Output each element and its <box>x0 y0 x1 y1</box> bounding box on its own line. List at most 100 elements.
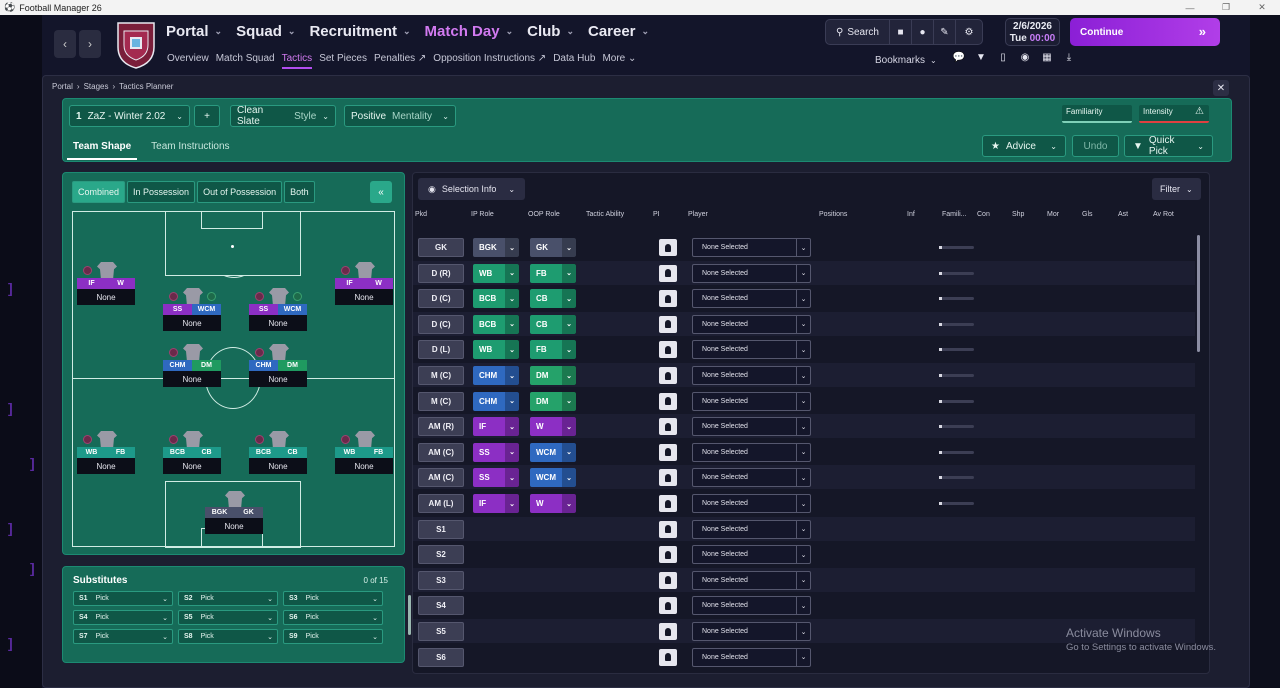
subnav-item[interactable]: Match Squad <box>215 53 275 64</box>
scout-button[interactable]: ● <box>912 20 934 44</box>
oop-role-dropdown[interactable]: FB ⌄ <box>530 263 576 283</box>
ip-role-dropdown[interactable]: BCB ⌄ <box>473 289 519 309</box>
substitute-slot[interactable]: S2 Pick ⌄ <box>178 591 278 606</box>
ip-role-dropdown[interactable]: SS ⌄ <box>473 442 519 462</box>
toggle-in-possession[interactable]: In Possession <box>127 181 196 203</box>
pitch-player-slot[interactable]: WB FB None <box>75 431 137 479</box>
player-dropdown[interactable]: None Selected ⌄ <box>692 442 811 462</box>
player-dropdown[interactable]: None Selected ⌄ <box>692 340 811 360</box>
breadcrumb-stages[interactable]: Stages <box>83 82 109 91</box>
player-instructions-button[interactable] <box>659 597 677 615</box>
substitutes-scrollbar[interactable] <box>408 595 411 635</box>
ip-role-dropdown[interactable]: WB ⌄ <box>473 340 519 360</box>
player-dropdown[interactable]: None Selected ⌄ <box>692 647 811 667</box>
column-header[interactable]: Gls <box>1082 211 1093 218</box>
quick-pick-button[interactable]: ▼ Quick Pick ⌄ <box>1124 135 1213 157</box>
player-instructions-button[interactable] <box>659 571 677 589</box>
nav-career[interactable]: Career ⌄ <box>587 23 650 40</box>
column-header[interactable]: Av Rot <box>1153 211 1174 218</box>
nav-club[interactable]: Club ⌄ <box>527 23 574 40</box>
tab-team-instructions[interactable]: Team Instructions <box>151 141 230 152</box>
position-button[interactable]: S4 <box>418 596 464 616</box>
position-button[interactable]: AM (C) <box>418 442 464 462</box>
download-icon[interactable]: ⤓ <box>1066 52 1072 63</box>
continue-button[interactable]: Continue » <box>1070 18 1220 46</box>
forward-button[interactable]: › <box>79 30 101 58</box>
player-dropdown[interactable]: None Selected ⌄ <box>692 314 811 334</box>
notes-button[interactable]: ✎ <box>934 20 956 44</box>
player-dropdown[interactable]: None Selected ⌄ <box>692 289 811 309</box>
pitch-player-slot[interactable]: BGK GK None <box>203 491 265 539</box>
add-tactic-button[interactable]: + <box>194 105 220 127</box>
undo-button[interactable]: Undo <box>1072 135 1119 157</box>
column-header[interactable]: Inf <box>907 211 915 218</box>
ip-role-dropdown[interactable]: CHM ⌄ <box>473 391 519 411</box>
player-dropdown[interactable]: None Selected ⌄ <box>692 622 811 641</box>
player-dropdown[interactable]: None Selected ⌄ <box>692 494 811 513</box>
pitch-player-slot[interactable]: BCB CB None <box>161 431 223 479</box>
intensity-meter[interactable]: Intensity ⚠ <box>1139 105 1209 123</box>
player-instructions-button[interactable] <box>659 469 677 487</box>
position-button[interactable]: S5 <box>418 622 464 641</box>
subnav-item[interactable]: Set Pieces <box>319 53 367 64</box>
toggle-combined[interactable]: Combined <box>72 181 126 203</box>
ball-icon[interactable]: ◉ <box>1020 52 1030 63</box>
position-button[interactable]: M (C) <box>418 391 464 411</box>
mentality-dropdown[interactable]: Positive Mentality ⌄ <box>344 105 456 127</box>
ip-role-dropdown[interactable]: IF ⌄ <box>473 494 519 513</box>
column-header[interactable]: Mor <box>1047 211 1060 218</box>
subnav-item[interactable]: Overview <box>167 53 209 64</box>
close-icon[interactable]: ✕ <box>1213 80 1229 96</box>
clipboard-icon[interactable]: ▯ <box>1000 52 1006 63</box>
player-dropdown[interactable]: None Selected ⌄ <box>692 238 811 257</box>
oop-role-dropdown[interactable]: CB ⌄ <box>530 314 576 334</box>
subnav-item[interactable]: More ⌄ <box>602 53 637 64</box>
column-header[interactable]: Pkd <box>415 211 428 218</box>
pitch-player-slot[interactable]: SS WCM None <box>161 288 223 336</box>
familiarity-meter[interactable]: Familiarity <box>1062 105 1132 123</box>
nav-recruitment[interactable]: Recruitment ⌄ <box>309 23 411 40</box>
column-header[interactable]: OOP Role <box>528 211 560 218</box>
tactic-selector[interactable]: 1 ZaZ - Winter 2.02 ⌄ <box>69 105 190 127</box>
position-button[interactable]: D (C) <box>418 314 464 334</box>
search-button[interactable]: ⚲ Search <box>826 20 890 44</box>
player-instructions-button[interactable] <box>659 290 677 308</box>
position-button[interactable]: S3 <box>418 570 464 590</box>
oop-role-dropdown[interactable]: WCM ⌄ <box>530 442 576 462</box>
subnav-item[interactable]: Tactics <box>281 53 313 69</box>
player-instructions-button[interactable] <box>659 418 677 436</box>
close-window-button[interactable]: ✕ <box>1258 2 1266 12</box>
inbox-button[interactable]: ■ <box>890 20 912 44</box>
player-dropdown[interactable]: None Selected ⌄ <box>692 391 811 411</box>
column-header[interactable]: Positions <box>819 211 848 218</box>
substitute-slot[interactable]: S3 Pick ⌄ <box>283 591 383 606</box>
player-instructions-button[interactable] <box>659 392 677 410</box>
column-header[interactable]: Shp <box>1012 211 1025 218</box>
calendar-icon[interactable]: ▦ <box>1042 52 1052 63</box>
position-button[interactable]: M (C) <box>418 366 464 385</box>
toggle-both[interactable]: Both <box>284 181 315 203</box>
player-dropdown[interactable]: None Selected ⌄ <box>692 366 811 385</box>
column-header[interactable]: Con <box>977 211 990 218</box>
player-dropdown[interactable]: None Selected ⌄ <box>692 570 811 590</box>
pitch-player-slot[interactable]: WB FB None <box>333 431 395 479</box>
position-button[interactable]: S6 <box>418 647 464 667</box>
player-instructions-button[interactable] <box>659 623 677 640</box>
oop-role-dropdown[interactable]: DM ⌄ <box>530 391 576 411</box>
player-instructions-button[interactable] <box>659 648 677 666</box>
player-instructions-button[interactable] <box>659 315 677 333</box>
pitch-player-slot[interactable]: BCB CB None <box>247 431 309 479</box>
substitute-slot[interactable]: S5 Pick ⌄ <box>178 610 278 625</box>
player-instructions-button[interactable] <box>659 239 677 256</box>
player-instructions-button[interactable] <box>659 341 677 359</box>
player-dropdown[interactable]: None Selected ⌄ <box>692 545 811 565</box>
position-button[interactable]: AM (R) <box>418 417 464 437</box>
substitute-slot[interactable]: S6 Pick ⌄ <box>283 610 383 625</box>
player-instructions-button[interactable] <box>659 520 677 538</box>
shirt-icon[interactable]: ▼ <box>976 52 986 63</box>
column-header[interactable]: IP Role <box>471 211 494 218</box>
tab-team-shape[interactable]: Team Shape <box>67 137 138 160</box>
column-header[interactable]: Tactic Ability <box>586 211 625 218</box>
pitch-player-slot[interactable]: IF W None <box>333 262 395 310</box>
oop-role-dropdown[interactable]: CB ⌄ <box>530 289 576 309</box>
